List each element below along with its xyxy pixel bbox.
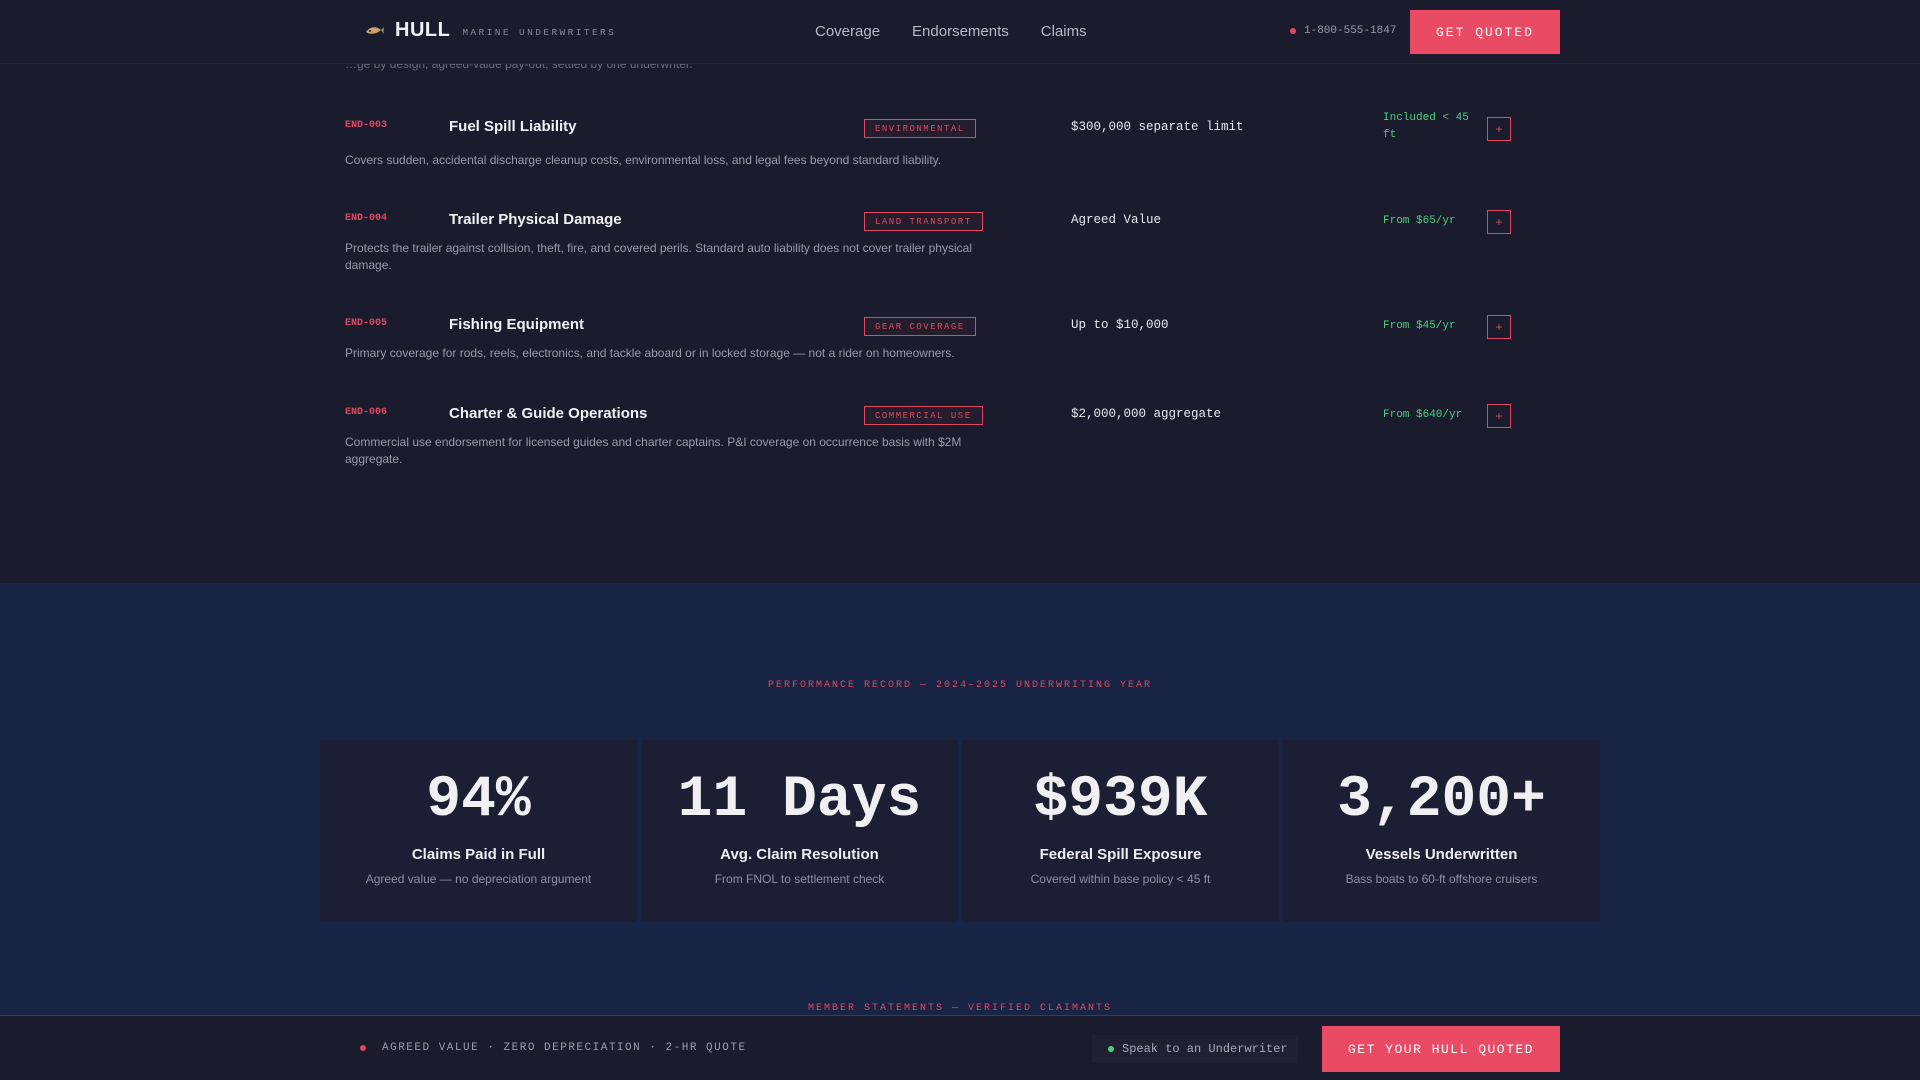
stat-subtext: Covered within base policy < 45 ft — [1030, 872, 1211, 886]
endorsement-tag: LAND TRANSPORT — [864, 212, 983, 231]
endorsement-description: Primary coverage for rods, reels, electr… — [345, 346, 955, 360]
member-statements-label: MEMBER STATEMENTS — VERIFIED CLAIMANTS — [807, 1003, 1113, 1014]
performance-label: PERFORMANCE RECORD — 2024–2025 UNDERWRIT… — [767, 680, 1153, 691]
add-endorsement-button[interactable]: + — [1487, 404, 1511, 428]
stat-card: $939K Federal Spill Exposure Covered wit… — [962, 740, 1279, 922]
nav-endorsements[interactable]: Endorsements — [912, 23, 1009, 40]
add-endorsement-button[interactable]: + — [1487, 315, 1511, 339]
stat-card: 94% Claims Paid in Full Agreed value — n… — [320, 740, 637, 922]
stat-card: 11 Days Avg. Claim Resolution From FNOL … — [641, 740, 958, 922]
get-hull-quoted-button[interactable]: GET YOUR HULL QUOTED — [1322, 1026, 1560, 1072]
phone-number[interactable]: 1-800-555-1847 — [1290, 25, 1396, 37]
site-header: HULL MARINE UNDERWRITERS Coverage Endors… — [0, 0, 1920, 64]
endorsement-title: Trailer Physical Damage — [449, 211, 622, 228]
endorsement-limit: Agreed Value — [1071, 213, 1162, 227]
endorsement-tag: COMMERCIAL USE — [864, 406, 983, 425]
endorsement-price: From $45/yr — [1383, 320, 1456, 332]
stat-label: Claims Paid in Full — [411, 846, 546, 863]
stat-subtext: Agreed value — no depreciation argument — [365, 872, 592, 886]
endorsement-code: END-004 — [345, 213, 388, 224]
stat-value: 11 Days — [677, 768, 922, 833]
endorsement-tag: GEAR COVERAGE — [864, 317, 976, 336]
online-dot-icon — [1108, 1046, 1114, 1052]
get-quoted-button[interactable]: GET QUOTED — [1410, 10, 1560, 54]
nav-claims[interactable]: Claims — [1040, 23, 1087, 40]
speak-text: Speak to an Underwriter — [1122, 1042, 1288, 1056]
brand-subtitle: MARINE UNDERWRITERS — [462, 27, 617, 38]
stat-subtext: From FNOL to settlement check — [714, 872, 885, 886]
brand-name: HULL — [395, 19, 451, 41]
nav-coverage[interactable]: Coverage — [815, 23, 881, 40]
stat-value: 94% — [426, 768, 531, 833]
endorsement-description: Protects the trailer against collision, … — [345, 241, 972, 272]
endorsement-tag: ENVIRONMENTAL — [864, 119, 976, 138]
endorsement-code: END-005 — [345, 318, 388, 329]
endorsement-description: Covers sudden, accidental discharge clea… — [345, 153, 942, 167]
endorsement-title: Charter & Guide Operations — [449, 405, 648, 422]
bottom-tagline: AGREED VALUE · ZERO DEPRECIATION · 2-HR … — [360, 1042, 747, 1054]
status-dot-icon — [360, 1045, 366, 1051]
main-nav: Coverage Endorsements Claims — [815, 23, 1087, 40]
brand[interactable]: HULL MARINE UNDERWRITERS — [364, 19, 616, 42]
status-dot-icon — [1290, 28, 1296, 34]
endorsement-price: From $65/yr — [1383, 215, 1456, 227]
stat-value: 3,200+ — [1337, 768, 1546, 833]
stat-label: Vessels Underwritten — [1365, 846, 1518, 863]
stat-label: Federal Spill Exposure — [1039, 846, 1202, 863]
endorsement-title: Fishing Equipment — [449, 316, 584, 333]
endorsement-code: END-006 — [345, 407, 388, 418]
stat-card: 3,200+ Vessels Underwritten Bass boats t… — [1283, 740, 1600, 922]
tagline-text: AGREED VALUE · ZERO DEPRECIATION · 2-HR … — [382, 1042, 747, 1054]
sticky-cta-bar: AGREED VALUE · ZERO DEPRECIATION · 2-HR … — [0, 1015, 1920, 1080]
add-endorsement-button[interactable]: + — [1487, 210, 1511, 234]
endorsement-code: END-003 — [345, 120, 388, 131]
fish-logo-icon — [366, 26, 384, 34]
endorsement-title: Fuel Spill Liability — [449, 118, 577, 135]
endorsement-limit: $300,000 separate limit — [1071, 120, 1244, 134]
add-endorsement-button[interactable]: + — [1487, 117, 1511, 141]
endorsement-price: From $640/yr — [1383, 409, 1463, 421]
stat-label: Avg. Claim Resolution — [720, 846, 879, 863]
endorsement-limit: $2,000,000 aggregate — [1071, 407, 1222, 421]
endorsement-description: Commercial use endorsement for licensed … — [345, 435, 962, 466]
stat-subtext: Bass boats to 60-ft offshore cruisers — [1345, 872, 1538, 886]
endorsement-price: Included < 45 ft — [1383, 112, 1469, 141]
speak-to-underwriter-link[interactable]: Speak to an Underwriter — [1092, 1035, 1298, 1063]
stats-grid: 94% Claims Paid in Full Agreed value — n… — [320, 740, 1600, 922]
endorsement-limit: Up to $10,000 — [1071, 318, 1169, 332]
stat-value: $939K — [1033, 768, 1208, 833]
phone-text: 1-800-555-1847 — [1304, 25, 1397, 37]
